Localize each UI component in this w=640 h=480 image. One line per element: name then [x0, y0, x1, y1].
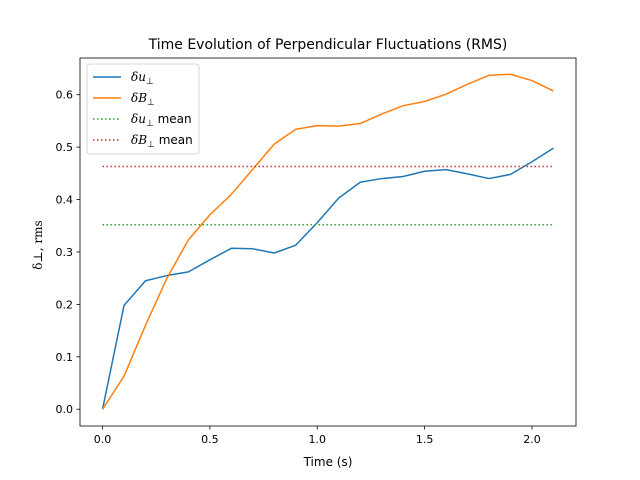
y-axis-label: δ⊥, rms	[31, 220, 45, 269]
legend-box	[86, 63, 200, 155]
legend-label-2: δB⊥	[131, 91, 155, 108]
x-tick-label: 0.0	[94, 433, 112, 446]
series-line-2	[101, 73, 554, 410]
series-line-1	[101, 147, 554, 410]
x-axis-label: Time (s)	[303, 455, 353, 469]
y-tick-label: 0.5	[56, 141, 74, 154]
chart-title: Time Evolution of Perpendicular Fluctuat…	[148, 37, 508, 53]
x-tick-label: 2.0	[523, 433, 541, 446]
legend-label-1: δu⊥	[131, 70, 154, 87]
legend: δu⊥ δB⊥ δu⊥ mean δB⊥ mean	[86, 63, 200, 155]
x-tick-label: 1.0	[309, 433, 327, 446]
y-tick-label: 0.3	[56, 246, 74, 259]
legend-label-3: δu⊥ mean	[131, 112, 192, 129]
x-tick-label: 1.5	[416, 433, 434, 446]
legend-label-4: δB⊥ mean	[131, 133, 193, 150]
y-tick-label: 0.2	[56, 298, 74, 311]
y-tick-label: 0.6	[56, 89, 74, 102]
axes-frame	[79, 57, 577, 427]
y-tick-label: 0.1	[56, 351, 74, 364]
y-tick-label: 0.4	[56, 194, 74, 207]
x-tick-label: 0.5	[201, 433, 219, 446]
plot-area: 0.0 0.5 1.0 1.5 2.0 0.0 0.1 0.2 0.3 0.4 0.5 0.6	[56, 57, 577, 446]
y-tick-label: 0.0	[56, 403, 74, 416]
